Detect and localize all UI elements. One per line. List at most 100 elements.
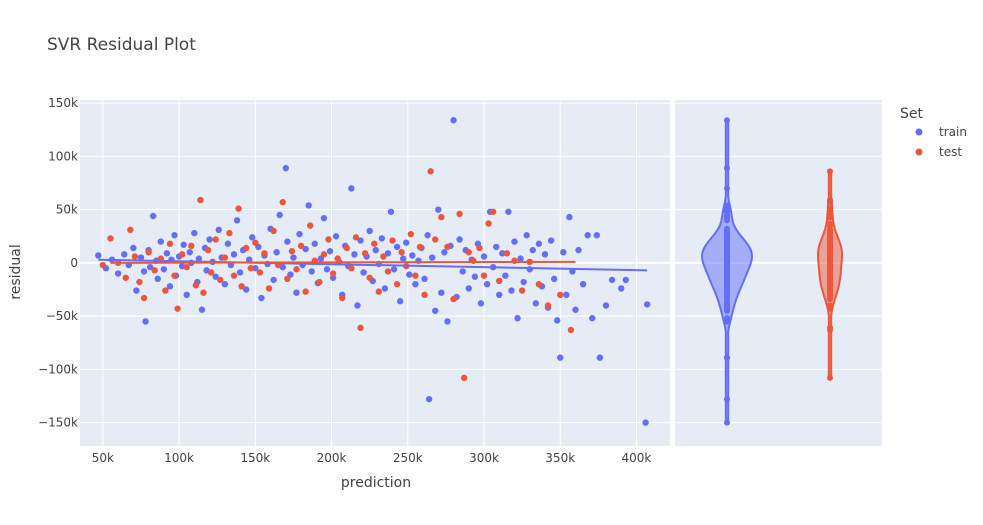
point-train [327, 248, 333, 254]
violin-point-test [827, 220, 833, 226]
legend-item-test[interactable]: test [916, 145, 963, 159]
legend-title: Set [900, 106, 924, 122]
violin-point-test [827, 302, 833, 308]
violin-point-train [724, 117, 730, 123]
point-train [216, 227, 222, 233]
point-test [298, 243, 304, 249]
point-train [258, 295, 264, 301]
legend-item-train[interactable]: train [916, 125, 967, 139]
point-train [514, 315, 520, 321]
violin-point-test [827, 375, 833, 381]
violin-point-test [827, 168, 833, 174]
point-train [321, 215, 327, 221]
point-test [107, 235, 113, 241]
point-train [644, 301, 650, 307]
point-train [502, 272, 508, 278]
point-test [496, 278, 502, 284]
violin-point-train [724, 301, 730, 307]
point-train [296, 231, 302, 237]
point-train [412, 281, 418, 287]
point-train [493, 244, 499, 250]
point-train [388, 209, 394, 215]
point-test [174, 305, 180, 311]
point-train [484, 281, 490, 287]
point-train [554, 317, 560, 323]
point-test [307, 222, 313, 228]
violin-point-test [827, 250, 833, 256]
point-test [171, 272, 177, 278]
point-train [382, 285, 388, 291]
point-test [389, 237, 395, 243]
point-train [394, 244, 400, 250]
y-tick-label: −100k [38, 362, 78, 376]
point-test [289, 248, 295, 254]
point-train [351, 251, 357, 257]
point-train [421, 276, 427, 282]
point-train [429, 254, 435, 260]
point-train [237, 269, 243, 275]
point-train [551, 276, 557, 282]
point-train [360, 269, 366, 275]
point-test [257, 269, 263, 275]
violin-point-test [827, 231, 833, 237]
y-axis-title: residual [8, 244, 24, 299]
point-test [421, 292, 427, 298]
point-train [623, 277, 629, 283]
point-test [217, 277, 223, 283]
point-test [456, 211, 462, 217]
point-train [435, 206, 441, 212]
point-train [133, 287, 139, 293]
point-test [222, 254, 228, 260]
legend-marker-train-icon [916, 129, 923, 136]
point-train [397, 298, 403, 304]
point-train [496, 292, 502, 298]
violin-point-test [827, 281, 833, 287]
point-test [238, 283, 244, 289]
y-axis-ticks: −150k −100k −50k 0 50k 100k 150k [38, 96, 78, 429]
x-tick-label: 200k [317, 451, 347, 465]
point-test [511, 258, 517, 264]
point-test [545, 302, 551, 308]
point-train [403, 239, 409, 245]
chart-title: SVR Residual Plot [47, 35, 196, 55]
point-test [536, 281, 542, 287]
x-tick-label: 50k [92, 451, 114, 465]
y-tick-label: 0 [70, 256, 78, 270]
y-tick-label: 100k [48, 149, 78, 163]
point-train [199, 307, 205, 313]
violin-point-test [827, 245, 833, 251]
point-test [248, 265, 254, 271]
point-test [348, 265, 354, 271]
point-train [450, 117, 456, 123]
point-test [212, 236, 218, 242]
legend: Set train test [900, 106, 967, 159]
point-train [584, 232, 590, 238]
point-test [461, 375, 467, 381]
point-train [184, 292, 190, 298]
point-train [580, 281, 586, 287]
violin-point-train [724, 292, 730, 298]
point-train [290, 254, 296, 260]
point-test [197, 197, 203, 203]
violin-point-train [724, 238, 730, 244]
point-train [508, 287, 514, 293]
point-test [127, 227, 133, 233]
point-train [373, 247, 379, 253]
point-train [444, 318, 450, 324]
point-test [123, 275, 129, 281]
point-train [572, 307, 578, 313]
point-train [609, 277, 615, 283]
point-test [371, 241, 377, 247]
point-train [115, 270, 121, 276]
point-train [164, 250, 170, 256]
point-train [348, 185, 354, 191]
point-train [158, 238, 164, 244]
main-plot-area [80, 100, 670, 446]
point-train [155, 276, 161, 282]
point-test [476, 245, 482, 251]
point-train [536, 241, 542, 247]
point-train [481, 253, 487, 259]
point-test [398, 249, 404, 255]
point-train [406, 271, 412, 277]
point-train [309, 268, 315, 274]
